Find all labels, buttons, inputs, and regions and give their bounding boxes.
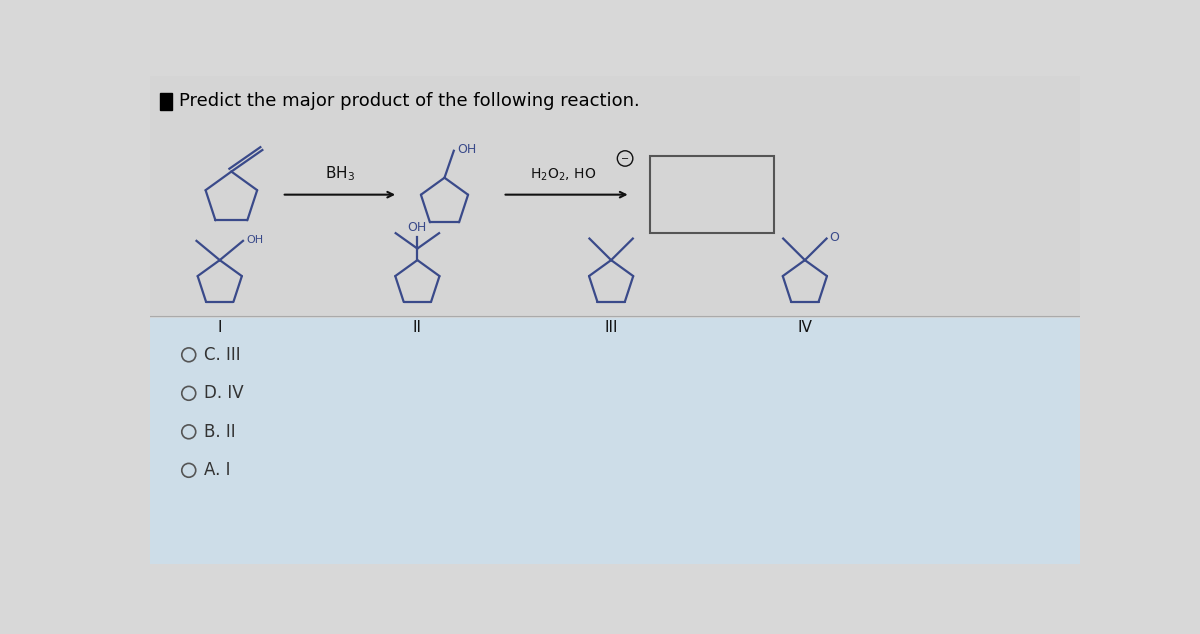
Text: OH: OH — [457, 143, 476, 156]
Text: −: − — [622, 154, 629, 164]
Bar — [150, 318, 1080, 564]
Text: BH$_3$: BH$_3$ — [325, 164, 355, 183]
Bar — [150, 76, 1080, 318]
Text: B. II: B. II — [204, 423, 236, 441]
Bar — [160, 93, 173, 110]
Text: A. I: A. I — [204, 462, 230, 479]
Text: I: I — [217, 320, 222, 335]
Text: II: II — [413, 320, 422, 335]
Text: III: III — [605, 320, 618, 335]
Text: OH: OH — [246, 235, 263, 245]
Text: O: O — [829, 231, 840, 243]
Text: D. IV: D. IV — [204, 384, 244, 403]
Text: C. III: C. III — [204, 346, 241, 364]
Bar — [650, 156, 774, 233]
Text: OH: OH — [408, 221, 427, 234]
Text: H$_2$O$_2$, HO: H$_2$O$_2$, HO — [529, 167, 596, 183]
Text: IV: IV — [798, 320, 812, 335]
Text: Predict the major product of the following reaction.: Predict the major product of the followi… — [180, 93, 641, 110]
